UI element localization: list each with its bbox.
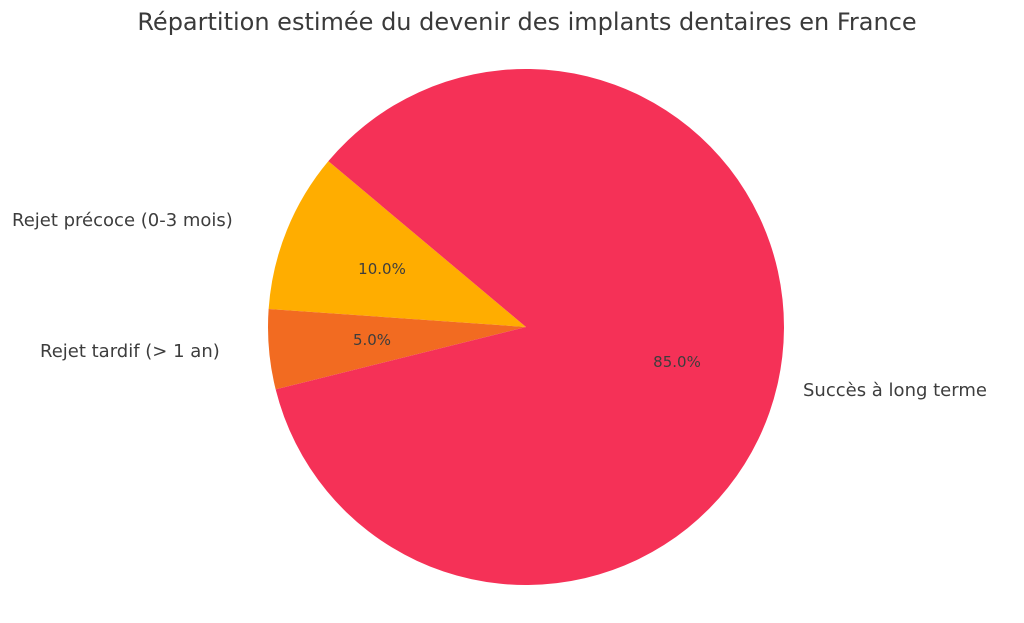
chart-title: Répartition estimée du devenir des impla…	[137, 8, 917, 36]
pct-rejet-tardif: 5.0%	[352, 331, 392, 349]
label-succes: Succès à long terme	[803, 380, 987, 401]
pct-rejet-precoce: 10.0%	[358, 260, 406, 278]
slice-succes	[275, 68, 784, 585]
label-rejet-precoce: Rejet précoce (0-3 mois)	[12, 210, 233, 231]
slice-rejet-tardif	[268, 309, 526, 390]
pct-succes: 85.0%	[653, 353, 701, 371]
label-rejet-tardif: Rejet tardif (> 1 an)	[40, 341, 220, 362]
slice-rejet-precoce	[268, 161, 526, 327]
